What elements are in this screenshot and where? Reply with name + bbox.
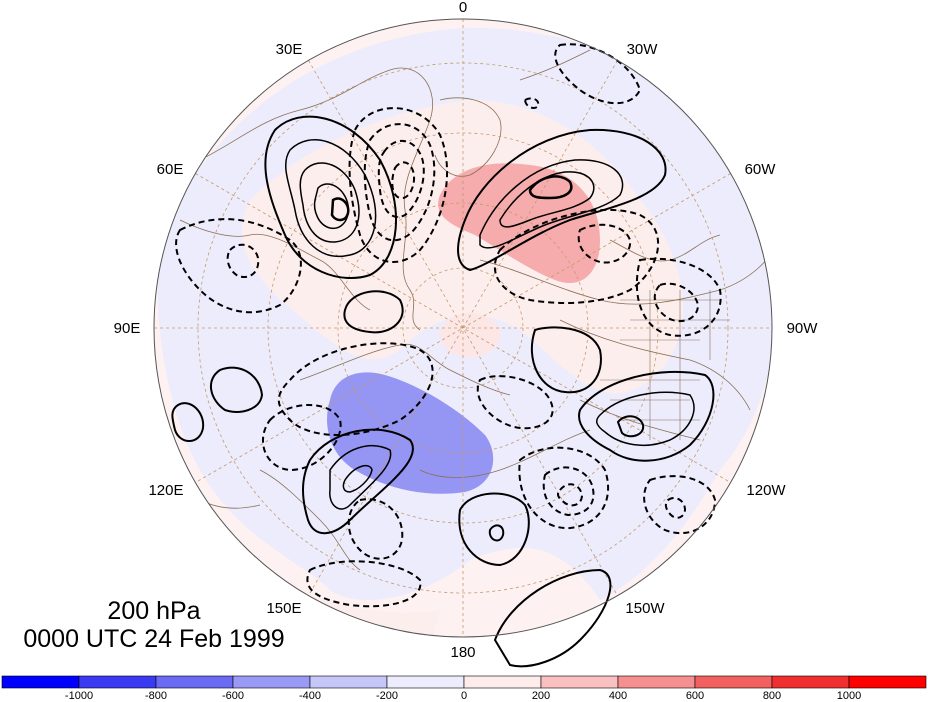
- lon-label-30e: 30E: [276, 41, 303, 58]
- colorbar-tick-label: -800: [145, 690, 167, 702]
- positive-field-patch: [440, 313, 500, 357]
- colorbar-tick-label: -200: [376, 690, 398, 702]
- colorbar-swatch: [386, 675, 465, 689]
- colorbar-swatch: [694, 675, 773, 689]
- colorbar-tick-label: 800: [763, 690, 781, 702]
- lon-label-30w: 30W: [627, 41, 659, 58]
- colorbar-swatch: [309, 675, 388, 689]
- colorbar-tick-label: 400: [609, 690, 627, 702]
- colorbar-swatch: [155, 675, 234, 689]
- lon-label-120w: 120W: [746, 482, 786, 499]
- lon-label-60e: 60E: [157, 161, 184, 178]
- colorbar-tick-label: 0: [461, 690, 467, 702]
- colorbar-swatch: [463, 675, 542, 689]
- positive-field-region: [241, 100, 683, 394]
- positive-contours: [171, 115, 715, 668]
- state-boundaries: [600, 290, 730, 440]
- map-outline: [153, 18, 773, 638]
- longitude-labels: 0 30W 60W 90W 120W 150W 180 150E 120E 90…: [114, 0, 819, 661]
- colorbar: -1000 -800 -600 -400 -200 0 200 400 600 800 1000: [1, 675, 927, 702]
- lon-label-180: 180: [450, 644, 475, 661]
- colorbar-swatch: [771, 675, 850, 689]
- lon-label-60w: 60W: [745, 161, 777, 178]
- colorbar-tick-label: 600: [686, 690, 704, 702]
- negative-contours: [175, 43, 722, 608]
- colorbar-swatch: [540, 675, 619, 689]
- colorbar-swatch: [232, 675, 311, 689]
- level-label: 200 hPa: [107, 597, 200, 625]
- lon-label-90w: 90W: [787, 320, 819, 337]
- lon-label-0: 0: [459, 0, 467, 16]
- lon-label-90e: 90E: [114, 320, 141, 337]
- colorbar-tick-label: -1000: [65, 690, 93, 702]
- colorbar-swatch: [78, 675, 157, 689]
- colorbar-tick-label: -600: [222, 690, 244, 702]
- time-label: 0000 UTC 24 Feb 1999: [23, 625, 284, 653]
- lon-label-150w: 150W: [625, 600, 665, 617]
- colorbar-tick-label: 200: [532, 690, 550, 702]
- colorbar-tick-label: 1000: [837, 690, 861, 702]
- colorbar-tick-label: -400: [299, 690, 321, 702]
- colorbar-swatch: [617, 675, 696, 689]
- colorbar-swatch: [848, 675, 927, 689]
- colorbar-swatch: [1, 675, 80, 689]
- lon-label-120e: 120E: [148, 482, 183, 499]
- graticule: [154, 19, 772, 637]
- negative-core: [327, 372, 494, 494]
- lon-label-150e: 150E: [266, 600, 301, 617]
